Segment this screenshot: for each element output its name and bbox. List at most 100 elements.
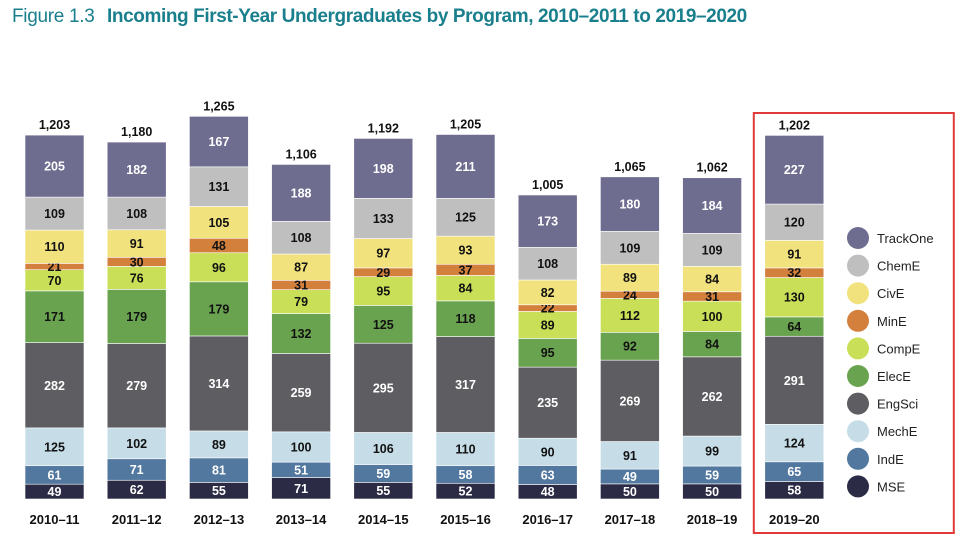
segment-cheme-2012-13 — [189, 166, 249, 207]
bar-2018-19: 50 59 99 262 84 100 31 84 109 184 1,062 2018–19 — [682, 161, 742, 527]
segment-engsci-2017-18 — [600, 359, 660, 442]
segment-label-cheme-2012-13: 131 — [208, 180, 229, 194]
segment-trackone-2012-13 — [189, 116, 249, 168]
segment-engsci-2013-14 — [271, 353, 331, 433]
segment-label-elece-2014-15: 125 — [373, 318, 394, 332]
segment-label-inde-2017-18: 49 — [623, 470, 637, 484]
bar-2015-16: 52 58 110 317 118 84 37 93 125 211 1,205 2015–16 — [435, 117, 496, 527]
segment-cive-2010-11 — [24, 229, 85, 264]
segment-engsci-2012-13 — [189, 335, 249, 432]
segment-label-cive-2013-14: 87 — [294, 261, 308, 275]
category-label-2015-16: 2015–16 — [440, 512, 491, 527]
segment-label-cive-2014-15: 97 — [376, 247, 390, 261]
highlight-box — [752, 112, 955, 534]
segment-label-trackone-2010-11: 205 — [44, 160, 65, 174]
segment-label-meche-2010-11: 125 — [44, 440, 65, 454]
segment-label-cheme-2015-16: 125 — [455, 211, 476, 225]
legend: TrackOne ChemE CivE MinE CompE ElecE EngSci Mec… — [847, 227, 934, 498]
segment-trackone-2014-15 — [353, 138, 414, 199]
segment-label-mse-2017-18: 50 — [623, 485, 637, 499]
segment-cive-2018-19 — [682, 266, 742, 293]
segment-cheme-2019-20 — [764, 203, 825, 241]
segment-label-trackone-2011-12: 182 — [126, 163, 147, 177]
total-label-2010-11: 1,203 — [39, 118, 70, 132]
segment-label-cive-2019-20: 91 — [787, 248, 801, 262]
category-label-2012-13: 2012–13 — [194, 512, 245, 527]
bar-2014-15: 55 59 106 295 125 95 29 97 133 198 1,192 2014–15 — [353, 121, 414, 527]
segment-cive-2015-16 — [435, 235, 496, 265]
segment-label-mine-2016-17: 22 — [541, 302, 555, 316]
segment-inde-2012-13 — [189, 457, 249, 483]
segment-compe-2018-19 — [682, 300, 742, 332]
segment-label-mse-2013-14: 71 — [294, 482, 308, 496]
segment-elece-2015-16 — [435, 300, 496, 337]
segment-cive-2012-13 — [189, 206, 249, 239]
segment-engsci-2019-20 — [764, 335, 825, 425]
segment-label-meche-2018-19: 99 — [705, 445, 719, 459]
segment-label-elece-2017-18: 92 — [623, 340, 637, 354]
segment-label-inde-2016-17: 63 — [541, 468, 555, 482]
segment-label-cive-2012-13: 105 — [208, 216, 229, 230]
category-label-2014-15: 2014–15 — [358, 512, 409, 527]
segment-label-engsci-2016-17: 235 — [537, 396, 558, 410]
segment-label-mse-2011-12: 62 — [130, 483, 144, 497]
legend-item-compe: CompE — [847, 337, 921, 360]
total-label-2015-16: 1,205 — [450, 117, 481, 131]
total-label-2017-18: 1,065 — [614, 160, 645, 174]
segment-label-engsci-2015-16: 317 — [455, 378, 476, 392]
segment-cheme-2014-15 — [353, 198, 414, 239]
segment-label-cheme-2018-19: 109 — [702, 243, 723, 257]
category-label-2017-18: 2017–18 — [605, 512, 656, 527]
segment-label-elece-2016-17: 95 — [541, 346, 555, 360]
segment-trackone-2018-19 — [682, 177, 742, 234]
legend-swatch-cive — [847, 282, 869, 305]
segment-label-cheme-2017-18: 109 — [619, 241, 640, 255]
segment-label-mine-2012-13: 48 — [212, 239, 226, 253]
segment-label-mse-2010-11: 49 — [48, 485, 62, 499]
segment-meche-2017-18 — [600, 441, 660, 470]
segment-label-mine-2015-16: 37 — [459, 263, 473, 277]
segment-label-engsci-2011-12: 279 — [126, 379, 147, 393]
segment-cheme-2010-11 — [24, 196, 85, 231]
legend-swatch-mine — [847, 309, 869, 332]
segment-label-cheme-2010-11: 109 — [44, 207, 65, 221]
segment-label-engsci-2013-14: 259 — [291, 386, 312, 400]
legend-swatch-trackone — [847, 227, 869, 249]
segment-label-meche-2013-14: 100 — [291, 440, 312, 454]
segment-label-trackone-2013-14: 188 — [291, 186, 312, 200]
segment-engsci-2016-17 — [517, 366, 578, 439]
bar-2016-17: 48 63 90 235 95 89 22 82 108 173 1,005 2016–17 — [517, 178, 578, 527]
segment-label-inde-2011-12: 71 — [130, 463, 144, 477]
segment-trackone-2010-11 — [24, 134, 85, 198]
segment-elece-2017-18 — [600, 332, 660, 361]
total-label-2018-19: 1,062 — [696, 161, 727, 175]
legend-item-meche: MechE — [847, 420, 918, 443]
legend-label-mse: MSE — [877, 479, 906, 494]
segment-cheme-2018-19 — [682, 233, 742, 267]
segment-label-elece-2010-11: 171 — [44, 310, 65, 324]
segment-label-elece-2012-13: 179 — [208, 302, 229, 316]
segment-elece-2012-13 — [189, 281, 249, 337]
segment-cheme-2011-12 — [106, 196, 167, 231]
category-label-2013-14: 2013–14 — [276, 512, 327, 527]
legend-label-inde: IndE — [877, 452, 904, 467]
segment-label-elece-2019-20: 64 — [787, 320, 801, 334]
figure-label: Figure 1.3 — [12, 6, 95, 27]
segment-label-meche-2019-20: 124 — [784, 437, 805, 451]
legend-label-cheme: ChemE — [877, 259, 921, 274]
legend-swatch-cheme — [847, 254, 869, 277]
segment-label-engsci-2014-15: 295 — [373, 381, 394, 395]
segment-label-cheme-2019-20: 120 — [784, 216, 805, 230]
segment-label-cheme-2011-12: 108 — [126, 207, 147, 221]
segment-compe-2015-16 — [435, 275, 496, 302]
segment-meche-2012-13 — [189, 430, 249, 459]
segment-label-compe-2015-16: 84 — [459, 282, 473, 296]
segment-elece-2018-19 — [682, 331, 742, 358]
segment-label-mine-2013-14: 31 — [294, 278, 308, 292]
legend-swatch-compe — [847, 337, 869, 360]
legend-item-inde: IndE — [847, 447, 904, 470]
segment-label-compe-2013-14: 79 — [294, 295, 308, 309]
segment-trackone-2011-12 — [106, 141, 167, 198]
segment-label-trackone-2015-16: 211 — [455, 160, 475, 174]
